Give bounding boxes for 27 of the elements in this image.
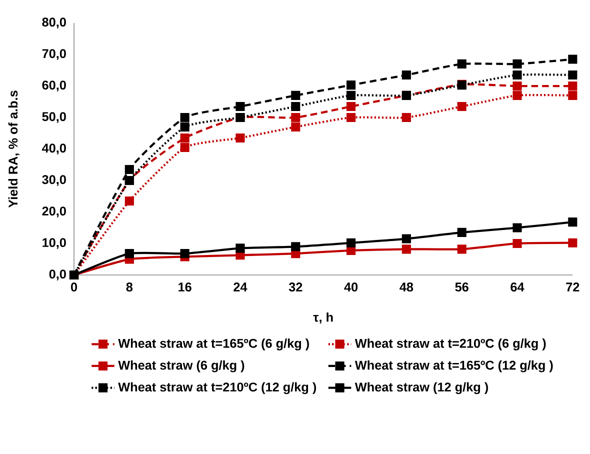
legend-label: Wheat straw at t=210ºC (6 g/kg ) xyxy=(354,338,546,350)
x-tick-label: 64 xyxy=(510,282,524,292)
x-axis-title: τ, h xyxy=(313,312,333,324)
y-tick-label: 10,0 xyxy=(42,238,66,249)
x-tick-label: 56 xyxy=(455,282,468,292)
y-tick-label: 0,0 xyxy=(49,270,66,280)
x-tick-label: 16 xyxy=(178,282,192,292)
y-tick-label: 40,0 xyxy=(42,144,66,154)
legend-label: Wheat straw (12 g/kg ) xyxy=(354,382,488,394)
y-tick-label: 60,0 xyxy=(42,80,66,92)
x-tick-label: 8 xyxy=(126,282,133,292)
legend-label: Wheat straw at t=165ºC (12 g/kg ) xyxy=(354,360,553,372)
x-tick-label: 72 xyxy=(566,282,580,292)
x-tick-label: 0 xyxy=(70,282,78,292)
y-tick-label: 20,0 xyxy=(42,206,66,218)
y-tick-label: 50,0 xyxy=(42,112,66,123)
y-tick-label: 70,0 xyxy=(42,49,66,60)
x-tick-label: 48 xyxy=(400,282,414,292)
legend-label: Wheat straw at t=165ºC (6 g/kg ) xyxy=(118,338,309,350)
y-tick-label: 80,0 xyxy=(42,18,66,28)
x-tick-label: 32 xyxy=(288,282,302,292)
x-tick-label: 40 xyxy=(344,282,358,292)
legend-label: Wheat straw at t=210ºC (12 g/kg ) xyxy=(118,382,316,394)
x-tick-label: 24 xyxy=(234,282,248,292)
y-axis-title: Yield RA, % of a.b.s xyxy=(8,90,20,208)
legend-label: Wheat straw (6 g/kg ) xyxy=(118,360,244,372)
y-tick-label: 30,0 xyxy=(42,175,66,186)
